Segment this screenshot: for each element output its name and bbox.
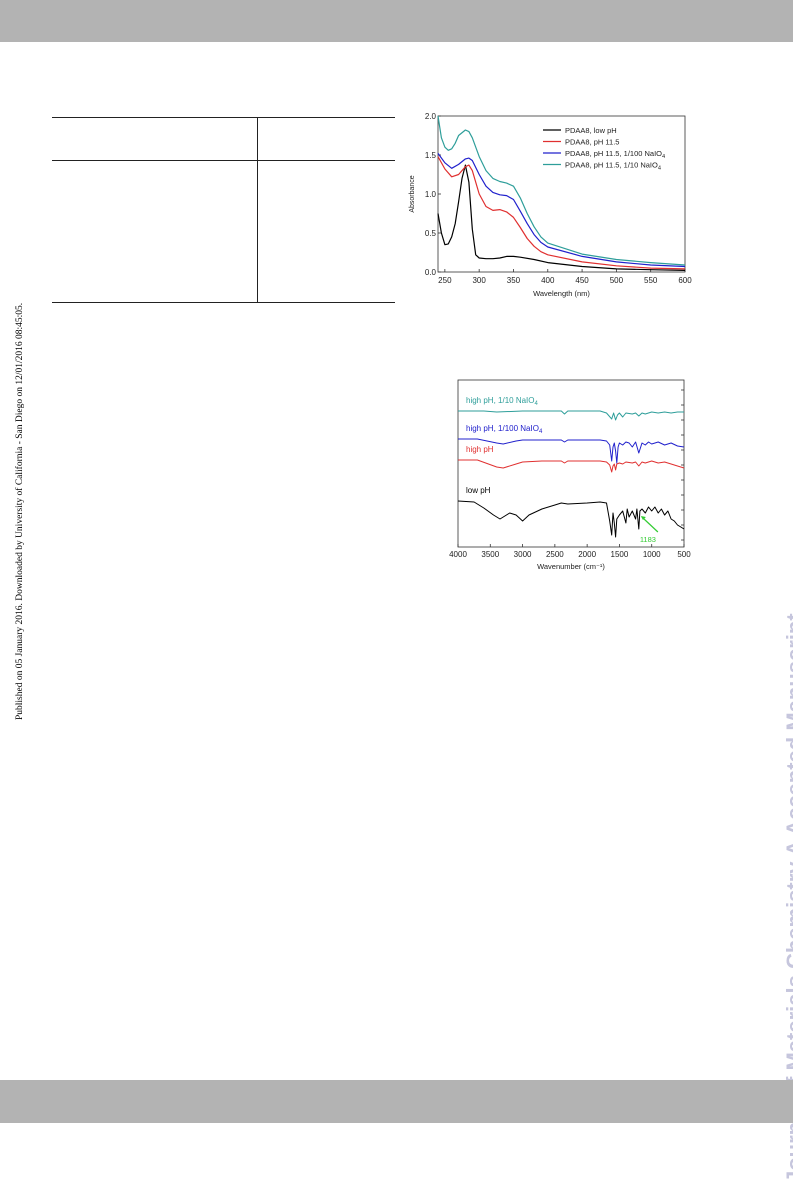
- x-tick-label: 600: [678, 276, 692, 285]
- series-label-high-ph: high pH: [466, 445, 494, 454]
- legend-label-pdaa8-ph-11-5: PDAA8, pH 11.5: [565, 138, 619, 147]
- plot-frame: [457, 379, 685, 548]
- table-header-rule: [52, 160, 395, 161]
- header-band: [0, 0, 793, 42]
- legend-label-pdaa8-ph-11-5-1-10-naio4: PDAA8, pH 11.5, 1/10 NaIO4: [565, 161, 661, 172]
- series-line-pdaa8-low-ph: [437, 164, 686, 271]
- series-line-pdaa8-ph-11-5-1-100-naio4: [437, 153, 686, 268]
- x-axis-label: Wavenumber (cm⁻¹): [537, 562, 605, 571]
- y-tick-label: 1.5: [425, 151, 437, 160]
- x-tick-label: 3000: [514, 550, 532, 559]
- x-tick-label: 1000: [643, 550, 661, 559]
- annotation-arrowhead: [640, 516, 646, 520]
- legend-label-pdaa8-ph-11-5-1-100-naio4: PDAA8, pH 11.5, 1/100 NaIO4: [565, 149, 665, 160]
- y-tick-label: 0.5: [425, 229, 437, 238]
- x-tick-label: 500: [677, 550, 691, 559]
- series-line-pdaa8-ph-11-5: [437, 156, 686, 270]
- x-tick-label: 250: [438, 276, 452, 285]
- table-outline: [52, 117, 395, 303]
- y-axis-label: Absorbance: [409, 175, 416, 212]
- x-tick-label: 500: [610, 276, 624, 285]
- annotation-arrow: [641, 516, 659, 533]
- footer-band: [0, 1080, 793, 1123]
- x-axis-label: Wavelength (nm): [533, 289, 590, 298]
- series-label-high-ph-1-100-naio4: high pH, 1/100 NaIO4: [466, 424, 543, 435]
- y-tick-label: 0.0: [425, 268, 437, 277]
- series-label-low-ph: low pH: [466, 486, 491, 495]
- ftir-spectra-chart: 4000 3500 3000 2500 2000 1500 1000 500 Wavenumbe…: [449, 379, 691, 571]
- x-tick-label: 2500: [546, 550, 564, 559]
- x-tick-label: 400: [541, 276, 555, 285]
- x-tick-label: 2000: [578, 550, 596, 559]
- table-column-divider: [257, 117, 258, 303]
- series-label-high-ph-1-10-naio4: high pH, 1/10 NaIO4: [466, 396, 538, 407]
- download-notice: Published on 05 January 2016. Downloaded…: [15, 302, 25, 720]
- y-tick-label: 1.0: [425, 190, 437, 199]
- y-tick-label: 2.0: [425, 112, 437, 121]
- series-line-high-ph: [458, 459, 685, 473]
- x-tick-label: 300: [472, 276, 486, 285]
- series-line-low-ph: [457, 500, 685, 538]
- legend-label-pdaa8-low-ph: PDAA8, low pH: [565, 126, 617, 135]
- x-tick-label: 1500: [611, 550, 629, 559]
- table-bottom-rule: [52, 302, 395, 303]
- series-line-high-ph-1-10-naio4: [458, 410, 684, 421]
- x-tick-label: 350: [507, 276, 521, 285]
- series-line-pdaa8-ph-11-5-1-10-naio4: [437, 115, 686, 266]
- x-tick-label: 450: [575, 276, 589, 285]
- series-line-high-ph-1-100-naio4: [458, 438, 685, 464]
- uv-vis-absorbance-chart: 250 300 350 400 450 500 550 600 0.0 0.5 1.0 1.5 2.0 W…: [409, 112, 692, 298]
- x-tick-label: 550: [644, 276, 658, 285]
- x-tick-label: 3500: [481, 550, 499, 559]
- annotation-label: 1183: [640, 535, 656, 544]
- x-tick-label: 4000: [449, 550, 467, 559]
- table-top-rule: [52, 117, 395, 118]
